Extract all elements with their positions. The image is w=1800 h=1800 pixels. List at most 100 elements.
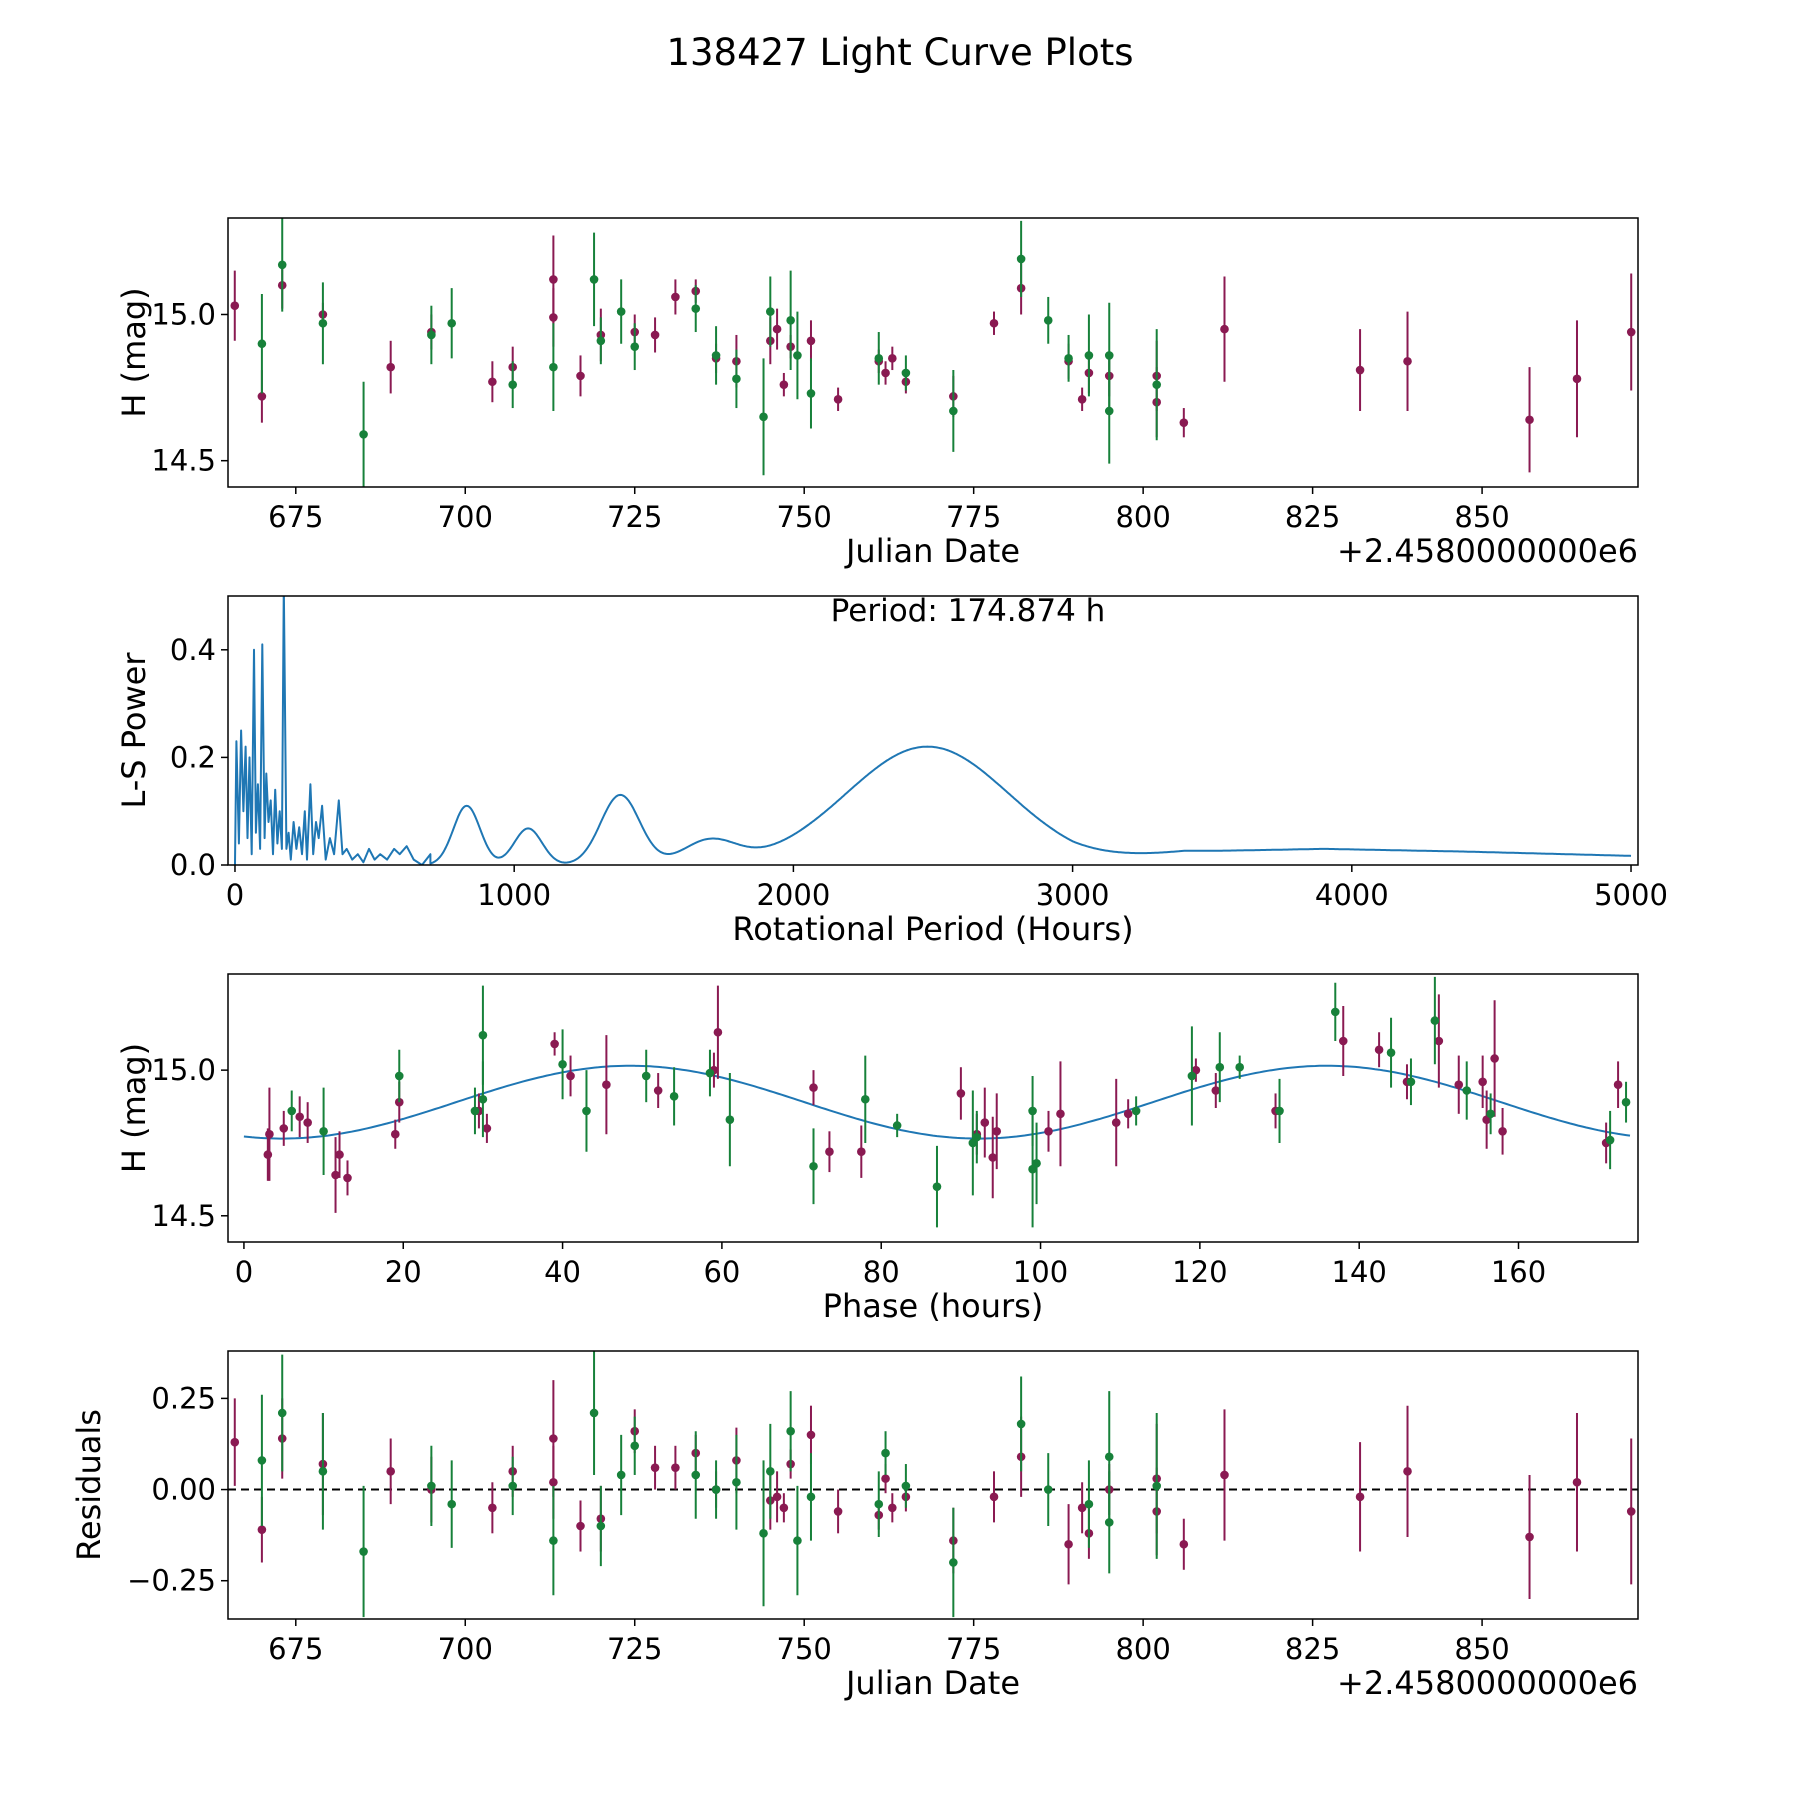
data-point xyxy=(394,1071,404,1081)
data-point xyxy=(1179,1539,1189,1549)
data-point xyxy=(881,368,890,378)
x-tick-label: 700 xyxy=(438,1632,493,1666)
data-point xyxy=(1338,1036,1348,1046)
axes-frame xyxy=(227,1350,1639,1620)
data-point xyxy=(1330,1007,1340,1017)
data-point xyxy=(772,1492,782,1502)
data-point xyxy=(650,1463,660,1472)
data-point xyxy=(478,1030,488,1040)
data-point xyxy=(1016,1419,1026,1429)
plot-area-phased xyxy=(243,976,1631,1228)
data-point xyxy=(1215,1062,1225,1072)
data-point xyxy=(1572,374,1582,384)
data-point xyxy=(508,380,518,389)
data-point xyxy=(1152,1481,1162,1491)
data-point xyxy=(732,1477,741,1487)
data-point xyxy=(691,304,701,313)
data-point xyxy=(881,1448,890,1458)
data-point xyxy=(809,1083,818,1092)
data-point xyxy=(277,260,287,270)
data-point xyxy=(616,1470,626,1480)
axes-frame xyxy=(227,595,1639,866)
series-filter_b xyxy=(287,976,1631,1228)
data-point xyxy=(1572,1477,1582,1487)
data-point xyxy=(1490,1054,1499,1063)
data-point xyxy=(359,1547,368,1556)
x-axis-label: Julian Date xyxy=(844,532,1020,570)
y-axis-label: H (mag) xyxy=(115,287,153,417)
data-point xyxy=(582,1106,591,1116)
data-point xyxy=(616,307,626,316)
y-tick-label: 0.4 xyxy=(170,633,216,667)
y-axis-label: H (mag) xyxy=(115,1043,153,1173)
data-point xyxy=(549,1477,558,1487)
data-point xyxy=(1605,1135,1615,1145)
data-point xyxy=(888,1503,897,1513)
data-point xyxy=(857,1147,866,1156)
data-point xyxy=(766,307,775,316)
data-point xyxy=(989,1492,999,1502)
data-point xyxy=(671,292,680,302)
x-axis-label: Phase (hours) xyxy=(823,1287,1044,1325)
data-point xyxy=(488,377,497,387)
data-point xyxy=(901,368,911,378)
y-tick-label: 0.25 xyxy=(151,1381,216,1415)
data-point xyxy=(287,1106,297,1116)
data-point xyxy=(257,1456,267,1465)
data-point xyxy=(359,430,368,439)
data-point xyxy=(343,1173,352,1183)
data-point xyxy=(1220,324,1229,334)
x-tick-label: 675 xyxy=(268,500,323,534)
data-point xyxy=(793,351,802,360)
y-axis-label: Residuals xyxy=(70,1409,108,1561)
data-point xyxy=(1123,1109,1133,1119)
x-tick-label: 1000 xyxy=(477,878,551,912)
data-point xyxy=(1028,1106,1037,1116)
data-point xyxy=(1454,1080,1464,1089)
data-point xyxy=(1131,1106,1141,1116)
data-point xyxy=(806,389,816,398)
y-tick-label: 15.0 xyxy=(151,1053,216,1087)
y-axis-label: L-S Power xyxy=(115,652,153,809)
data-point xyxy=(279,1124,289,1133)
data-point xyxy=(1077,394,1087,404)
data-point xyxy=(1434,1036,1444,1046)
data-point xyxy=(257,392,267,401)
periodogram-line xyxy=(233,596,1632,865)
data-point xyxy=(602,1080,611,1089)
data-point xyxy=(825,1147,834,1156)
x-axis-label: Rotational Period (Hours) xyxy=(732,910,1133,948)
x-tick-label: 60 xyxy=(703,1255,740,1289)
data-point xyxy=(1626,1507,1636,1516)
data-point xyxy=(1613,1080,1623,1089)
x-offset-label: +2.4580000000e6 xyxy=(1337,532,1638,570)
y-tick-label: 0.2 xyxy=(170,740,216,774)
data-point xyxy=(1525,415,1534,425)
data-point xyxy=(949,406,958,416)
data-point xyxy=(318,318,328,328)
data-point xyxy=(1220,1470,1229,1480)
data-point xyxy=(779,1503,789,1513)
panel-residuals: 675 700 725 750 775 800 825 850 −0.25 0.00 0.25 Jul… xyxy=(70,1350,1639,1702)
data-point xyxy=(1064,354,1073,363)
data-point xyxy=(589,275,599,284)
data-point xyxy=(319,1127,328,1136)
data-point xyxy=(1626,327,1636,337)
plot-area-residuals xyxy=(228,1351,1638,1618)
series-filter_b xyxy=(257,1351,1162,1618)
data-point xyxy=(1355,365,1365,375)
data-point xyxy=(1386,1048,1396,1057)
data-point xyxy=(1430,1016,1440,1025)
data-point xyxy=(1043,316,1053,325)
data-point xyxy=(303,1118,312,1127)
data-point xyxy=(277,1408,287,1418)
data-point xyxy=(447,1499,457,1509)
data-point xyxy=(901,1481,911,1491)
series-filter_b xyxy=(257,218,1162,487)
data-point xyxy=(650,330,660,340)
x-offset-label: +2.4580000000e6 xyxy=(1337,1664,1638,1702)
plot-area-periodogram xyxy=(233,596,1632,865)
x-tick-label: 700 xyxy=(438,500,493,534)
data-point xyxy=(786,1426,795,1436)
